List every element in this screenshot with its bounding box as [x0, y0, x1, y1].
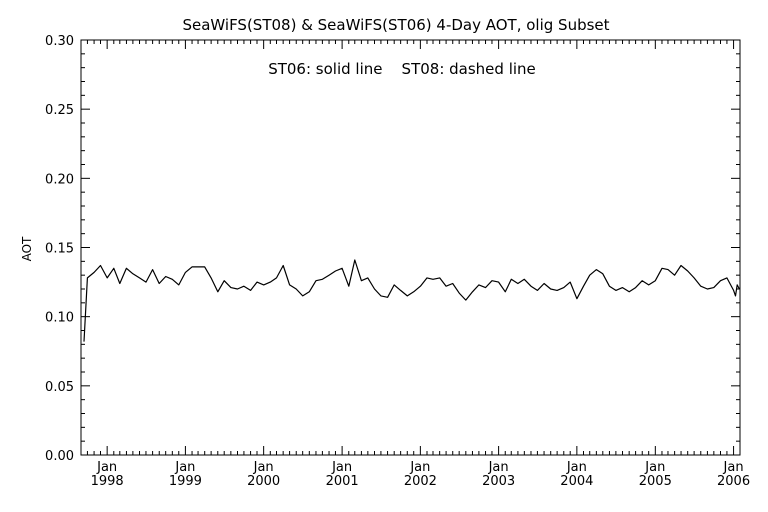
x-tick-month-label: Jan	[488, 460, 509, 475]
x-tick-month-label: Jan	[96, 460, 117, 475]
x-tick-month-label: Jan	[253, 460, 274, 475]
x-tick-year-label: 2005	[639, 474, 672, 489]
x-tick-month-label: Jan	[331, 460, 352, 475]
y-tick-label: 0.00	[45, 449, 74, 464]
x-tick-year-label: 1998	[91, 474, 124, 489]
y-tick-label: 0.25	[45, 103, 74, 118]
x-tick-month-label: Jan	[566, 460, 587, 475]
y-tick-label: 0.05	[45, 380, 74, 395]
x-tick-year-label: 1999	[169, 474, 202, 489]
x-tick-month-label: Jan	[723, 460, 744, 475]
x-tick-month-label: Jan	[174, 460, 195, 475]
x-tick-year-label: 2003	[482, 474, 515, 489]
x-tick-month-label: Jan	[644, 460, 665, 475]
y-tick-label: 0.15	[45, 242, 74, 257]
series-line-st06	[83, 259, 740, 342]
y-axis-label: AOT	[20, 236, 34, 261]
axis-ticks: 0.000.050.100.150.200.250.30Jan1998Jan19…	[45, 34, 750, 489]
x-tick-year-label: 2001	[326, 474, 359, 489]
x-tick-year-label: 2002	[404, 474, 437, 489]
y-tick-label: 0.10	[45, 311, 74, 326]
x-tick-year-label: 2000	[247, 474, 280, 489]
line-style-annotation: ST06: solid line ST08: dashed line	[268, 60, 536, 78]
x-tick-month-label: Jan	[409, 460, 430, 475]
x-tick-year-label: 2004	[560, 474, 593, 489]
plot-frame	[80, 39, 741, 456]
y-tick-label: 0.30	[45, 34, 74, 49]
y-tick-label: 0.20	[45, 172, 74, 187]
series-layer	[83, 259, 740, 342]
x-tick-year-label: 2006	[717, 474, 750, 489]
chart-title: SeaWiFS(ST08) & SeaWiFS(ST06) 4-Day AOT,…	[182, 16, 609, 34]
